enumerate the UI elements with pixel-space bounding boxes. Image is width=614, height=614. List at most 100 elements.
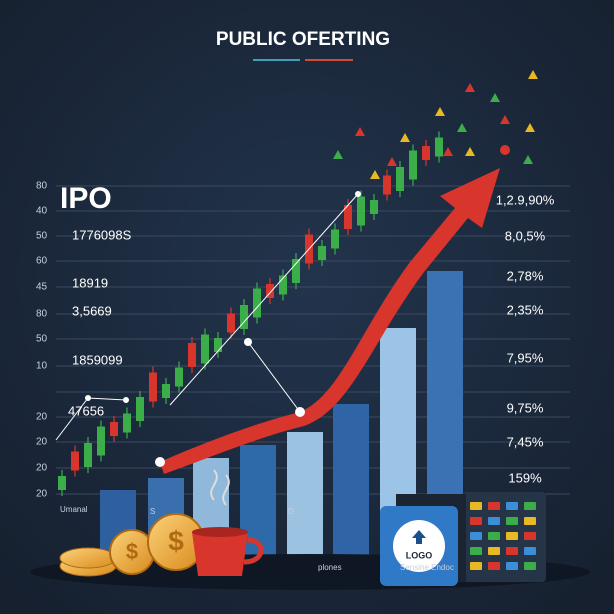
- confetti: [333, 150, 343, 159]
- caption: Sensine Endoc: [400, 563, 454, 572]
- candle-body: [58, 476, 66, 490]
- svg-text:$: $: [126, 539, 138, 564]
- key: [506, 562, 518, 570]
- axis-label: 20: [36, 437, 48, 448]
- key: [488, 562, 500, 570]
- growth-arrow: [160, 168, 500, 474]
- value-label: 2,78%: [507, 268, 544, 283]
- value-label: 8,0,5%: [505, 228, 546, 243]
- candle-body: [318, 246, 326, 260]
- candle-body: [396, 167, 404, 191]
- candle-body: [253, 288, 261, 318]
- caption: plones: [318, 563, 342, 572]
- confetti: [465, 147, 475, 156]
- axis-label: 60: [36, 256, 48, 267]
- candle-body: [435, 137, 443, 157]
- value-label: 159%: [508, 470, 542, 485]
- key: [470, 547, 482, 555]
- key: [524, 532, 536, 540]
- title: PUBLIC OFERTING: [216, 29, 390, 50]
- axis-label: 45: [36, 282, 48, 293]
- key: [488, 502, 500, 510]
- confetti: [435, 107, 445, 116]
- axis-label: 40: [36, 206, 48, 217]
- coins: $ $: [59, 513, 205, 577]
- confetti: [490, 93, 500, 102]
- key: [524, 517, 536, 525]
- note: 47656: [68, 403, 104, 418]
- candle-body: [136, 397, 144, 421]
- value-label: 2,35%: [507, 302, 544, 317]
- axis-label: 20: [36, 463, 48, 474]
- point: [123, 397, 129, 403]
- key: [506, 547, 518, 555]
- confetti: [500, 115, 510, 124]
- value-label: 9,75%: [507, 400, 544, 415]
- value-label: 1,2.9,90%: [496, 192, 555, 207]
- key: [506, 517, 518, 525]
- trend-line: [169, 193, 359, 406]
- bar: [287, 432, 323, 556]
- confetti: [525, 123, 535, 132]
- candle-body: [409, 150, 417, 180]
- candle-body: [279, 275, 287, 295]
- axis-label: 20: [36, 489, 48, 500]
- bar: [333, 404, 369, 556]
- axis-label: 50: [36, 231, 48, 242]
- axis-label: 20: [36, 412, 48, 423]
- key: [488, 517, 500, 525]
- candle-body: [227, 313, 235, 333]
- candle-body: [123, 413, 131, 433]
- logo-badge: [393, 520, 445, 572]
- axis-label: 50: [36, 334, 48, 345]
- confetti: [528, 70, 538, 79]
- svg-text:$: $: [168, 525, 184, 556]
- candle-body: [188, 343, 196, 367]
- calculator: [462, 492, 546, 582]
- candle-body: [266, 284, 274, 298]
- logo-text: LOGO: [406, 550, 433, 560]
- coffee-cup: [192, 469, 264, 576]
- caption: Umanal: [60, 505, 88, 514]
- candle-body: [97, 426, 105, 456]
- axis-label: 80: [36, 309, 48, 320]
- point: [155, 457, 165, 467]
- axis-label: 10: [36, 361, 48, 372]
- key: [470, 517, 482, 525]
- point: [295, 407, 305, 417]
- confetti: [370, 170, 380, 179]
- value-label: 7,45%: [507, 434, 544, 449]
- key: [470, 532, 482, 540]
- confetti: [355, 127, 365, 136]
- candle-body: [292, 259, 300, 283]
- candle-body: [357, 196, 365, 226]
- note: 18919: [72, 275, 108, 290]
- candle-body: [110, 422, 118, 436]
- confetti: [400, 133, 410, 142]
- caption: S: [150, 507, 155, 516]
- confetti: [387, 157, 397, 166]
- key: [506, 532, 518, 540]
- candle-body: [71, 451, 79, 471]
- candle-body: [383, 175, 391, 195]
- confetti: [523, 155, 533, 164]
- key: [524, 502, 536, 510]
- candle-body: [84, 443, 92, 467]
- candle-body: [344, 205, 352, 229]
- value-label: 7,95%: [507, 350, 544, 365]
- key: [488, 547, 500, 555]
- caption: D: [288, 507, 294, 516]
- note: 3,5669: [72, 303, 112, 318]
- key: [470, 502, 482, 510]
- candle-body: [422, 146, 430, 160]
- candle-body: [162, 384, 170, 398]
- candle-body: [331, 229, 339, 249]
- note: 1776098S: [72, 227, 132, 242]
- candle-body: [214, 338, 222, 352]
- confetti: [457, 123, 467, 132]
- logo-icon: [412, 530, 426, 544]
- note: 1859099: [72, 352, 123, 367]
- key: [488, 532, 500, 540]
- ipo-heading: IPO: [60, 182, 112, 215]
